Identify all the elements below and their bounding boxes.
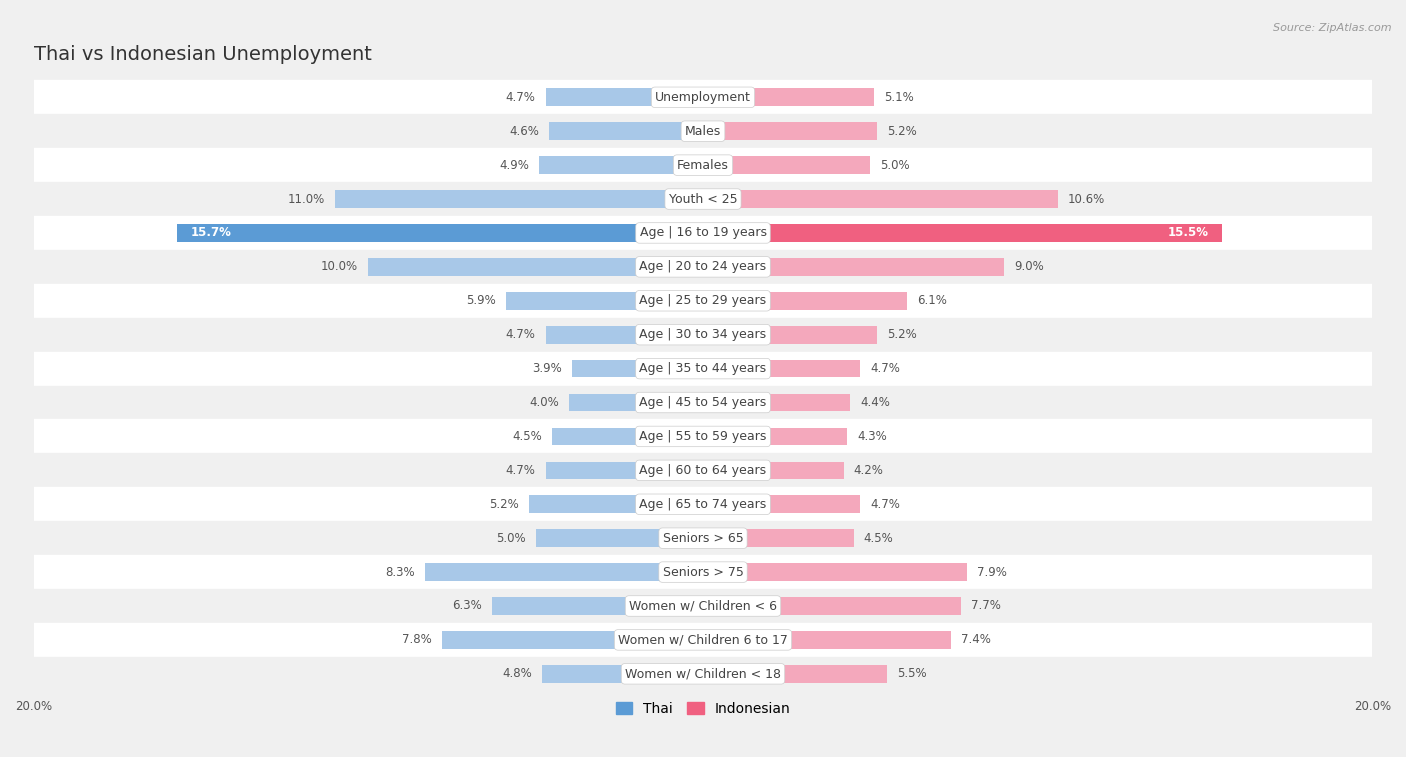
Bar	[492, 597, 703, 615]
Text: 7.4%: 7.4%	[960, 634, 991, 646]
Bar	[425, 563, 703, 581]
Text: 5.2%: 5.2%	[489, 498, 519, 511]
Text: Seniors > 65: Seniors > 65	[662, 531, 744, 545]
Bar	[703, 360, 860, 378]
Text: Age | 35 to 44 years: Age | 35 to 44 years	[640, 362, 766, 375]
Text: 4.5%: 4.5%	[513, 430, 543, 443]
Bar	[703, 394, 851, 411]
Bar	[703, 326, 877, 344]
Text: Seniors > 75: Seniors > 75	[662, 565, 744, 578]
Text: 7.9%: 7.9%	[977, 565, 1007, 578]
Text: 8.3%: 8.3%	[385, 565, 415, 578]
Text: 4.5%: 4.5%	[863, 531, 893, 545]
Text: 11.0%: 11.0%	[287, 192, 325, 206]
Bar	[703, 563, 967, 581]
Text: 5.9%: 5.9%	[465, 294, 495, 307]
Text: 7.7%: 7.7%	[970, 600, 1001, 612]
Bar	[703, 529, 853, 547]
Text: 4.0%: 4.0%	[529, 396, 560, 409]
Text: Females: Females	[678, 159, 728, 172]
Text: 5.1%: 5.1%	[884, 91, 914, 104]
Text: 5.0%: 5.0%	[880, 159, 910, 172]
Text: 3.9%: 3.9%	[533, 362, 562, 375]
Bar	[703, 597, 960, 615]
Text: Age | 45 to 54 years: Age | 45 to 54 years	[640, 396, 766, 409]
Text: Age | 20 to 24 years: Age | 20 to 24 years	[640, 260, 766, 273]
Text: 4.7%: 4.7%	[506, 464, 536, 477]
Text: 4.3%: 4.3%	[858, 430, 887, 443]
Text: Age | 25 to 29 years: Age | 25 to 29 years	[640, 294, 766, 307]
Text: Unemployment: Unemployment	[655, 91, 751, 104]
Text: 4.2%: 4.2%	[853, 464, 883, 477]
Bar	[703, 631, 950, 649]
Bar	[703, 258, 1004, 276]
Text: Age | 55 to 59 years: Age | 55 to 59 years	[640, 430, 766, 443]
Text: 15.7%: 15.7%	[191, 226, 232, 239]
Bar	[703, 292, 907, 310]
Bar	[529, 495, 703, 513]
Text: 10.6%: 10.6%	[1067, 192, 1105, 206]
Text: 4.6%: 4.6%	[509, 125, 538, 138]
Bar	[703, 123, 877, 140]
Bar	[572, 360, 703, 378]
Bar	[553, 428, 703, 445]
Text: 4.7%: 4.7%	[506, 91, 536, 104]
Text: Age | 30 to 34 years: Age | 30 to 34 years	[640, 329, 766, 341]
Text: 10.0%: 10.0%	[321, 260, 359, 273]
Bar	[703, 665, 887, 683]
Text: Age | 65 to 74 years: Age | 65 to 74 years	[640, 498, 766, 511]
Text: 4.9%: 4.9%	[499, 159, 529, 172]
Text: Women w/ Children 6 to 17: Women w/ Children 6 to 17	[619, 634, 787, 646]
Bar	[703, 89, 873, 106]
Bar	[703, 156, 870, 174]
Text: 4.7%: 4.7%	[870, 362, 900, 375]
Text: 6.3%: 6.3%	[453, 600, 482, 612]
Bar	[506, 292, 703, 310]
Text: 4.7%: 4.7%	[506, 329, 536, 341]
Text: 5.0%: 5.0%	[496, 531, 526, 545]
Bar	[546, 326, 703, 344]
Bar	[703, 495, 860, 513]
Text: Women w/ Children < 18: Women w/ Children < 18	[626, 668, 780, 681]
Bar	[569, 394, 703, 411]
Bar	[368, 258, 703, 276]
Bar	[536, 529, 703, 547]
Bar	[703, 428, 846, 445]
Text: Males: Males	[685, 125, 721, 138]
Bar	[703, 190, 1057, 208]
Bar	[546, 462, 703, 479]
Bar	[546, 89, 703, 106]
Text: 5.2%: 5.2%	[887, 125, 917, 138]
Text: 5.5%: 5.5%	[897, 668, 927, 681]
Bar	[548, 123, 703, 140]
Bar	[703, 224, 1222, 241]
Text: 15.5%: 15.5%	[1167, 226, 1208, 239]
Bar	[441, 631, 703, 649]
Text: Youth < 25: Youth < 25	[669, 192, 737, 206]
Text: 5.2%: 5.2%	[887, 329, 917, 341]
Text: 4.8%: 4.8%	[502, 668, 533, 681]
Bar	[335, 190, 703, 208]
Text: Age | 60 to 64 years: Age | 60 to 64 years	[640, 464, 766, 477]
Text: 4.7%: 4.7%	[870, 498, 900, 511]
Legend: Thai, Indonesian: Thai, Indonesian	[610, 696, 796, 721]
Text: 4.4%: 4.4%	[860, 396, 890, 409]
Bar	[703, 462, 844, 479]
Bar	[177, 224, 703, 241]
Text: 9.0%: 9.0%	[1014, 260, 1045, 273]
Text: Age | 16 to 19 years: Age | 16 to 19 years	[640, 226, 766, 239]
Text: Women w/ Children < 6: Women w/ Children < 6	[628, 600, 778, 612]
Text: Thai vs Indonesian Unemployment: Thai vs Indonesian Unemployment	[34, 45, 371, 64]
Text: 6.1%: 6.1%	[917, 294, 948, 307]
Bar	[543, 665, 703, 683]
Text: Source: ZipAtlas.com: Source: ZipAtlas.com	[1274, 23, 1392, 33]
Bar	[538, 156, 703, 174]
Text: 7.8%: 7.8%	[402, 634, 432, 646]
